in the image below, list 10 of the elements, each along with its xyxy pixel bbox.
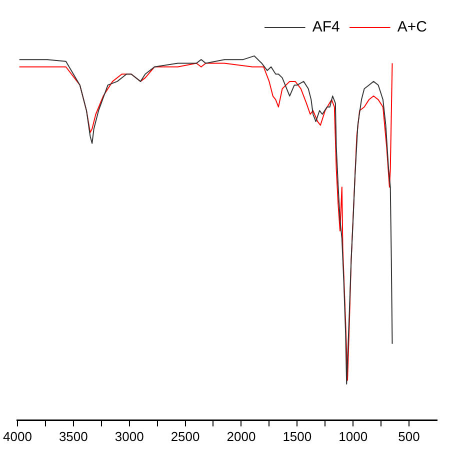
x-tick-label: 1000 [338,428,368,444]
x-tick-label: 4000 [3,428,32,444]
x-tick-label: 3000 [114,428,144,444]
x-tick-label: 500 [398,428,420,444]
x-tick-label: 3500 [58,428,88,444]
x-tick-label: 1500 [282,428,312,444]
legend-label: A+C [397,18,428,36]
x-tick-label: 2000 [226,428,256,444]
x-tick-label: 2500 [170,428,200,444]
legend-label: AF4 [312,18,340,36]
